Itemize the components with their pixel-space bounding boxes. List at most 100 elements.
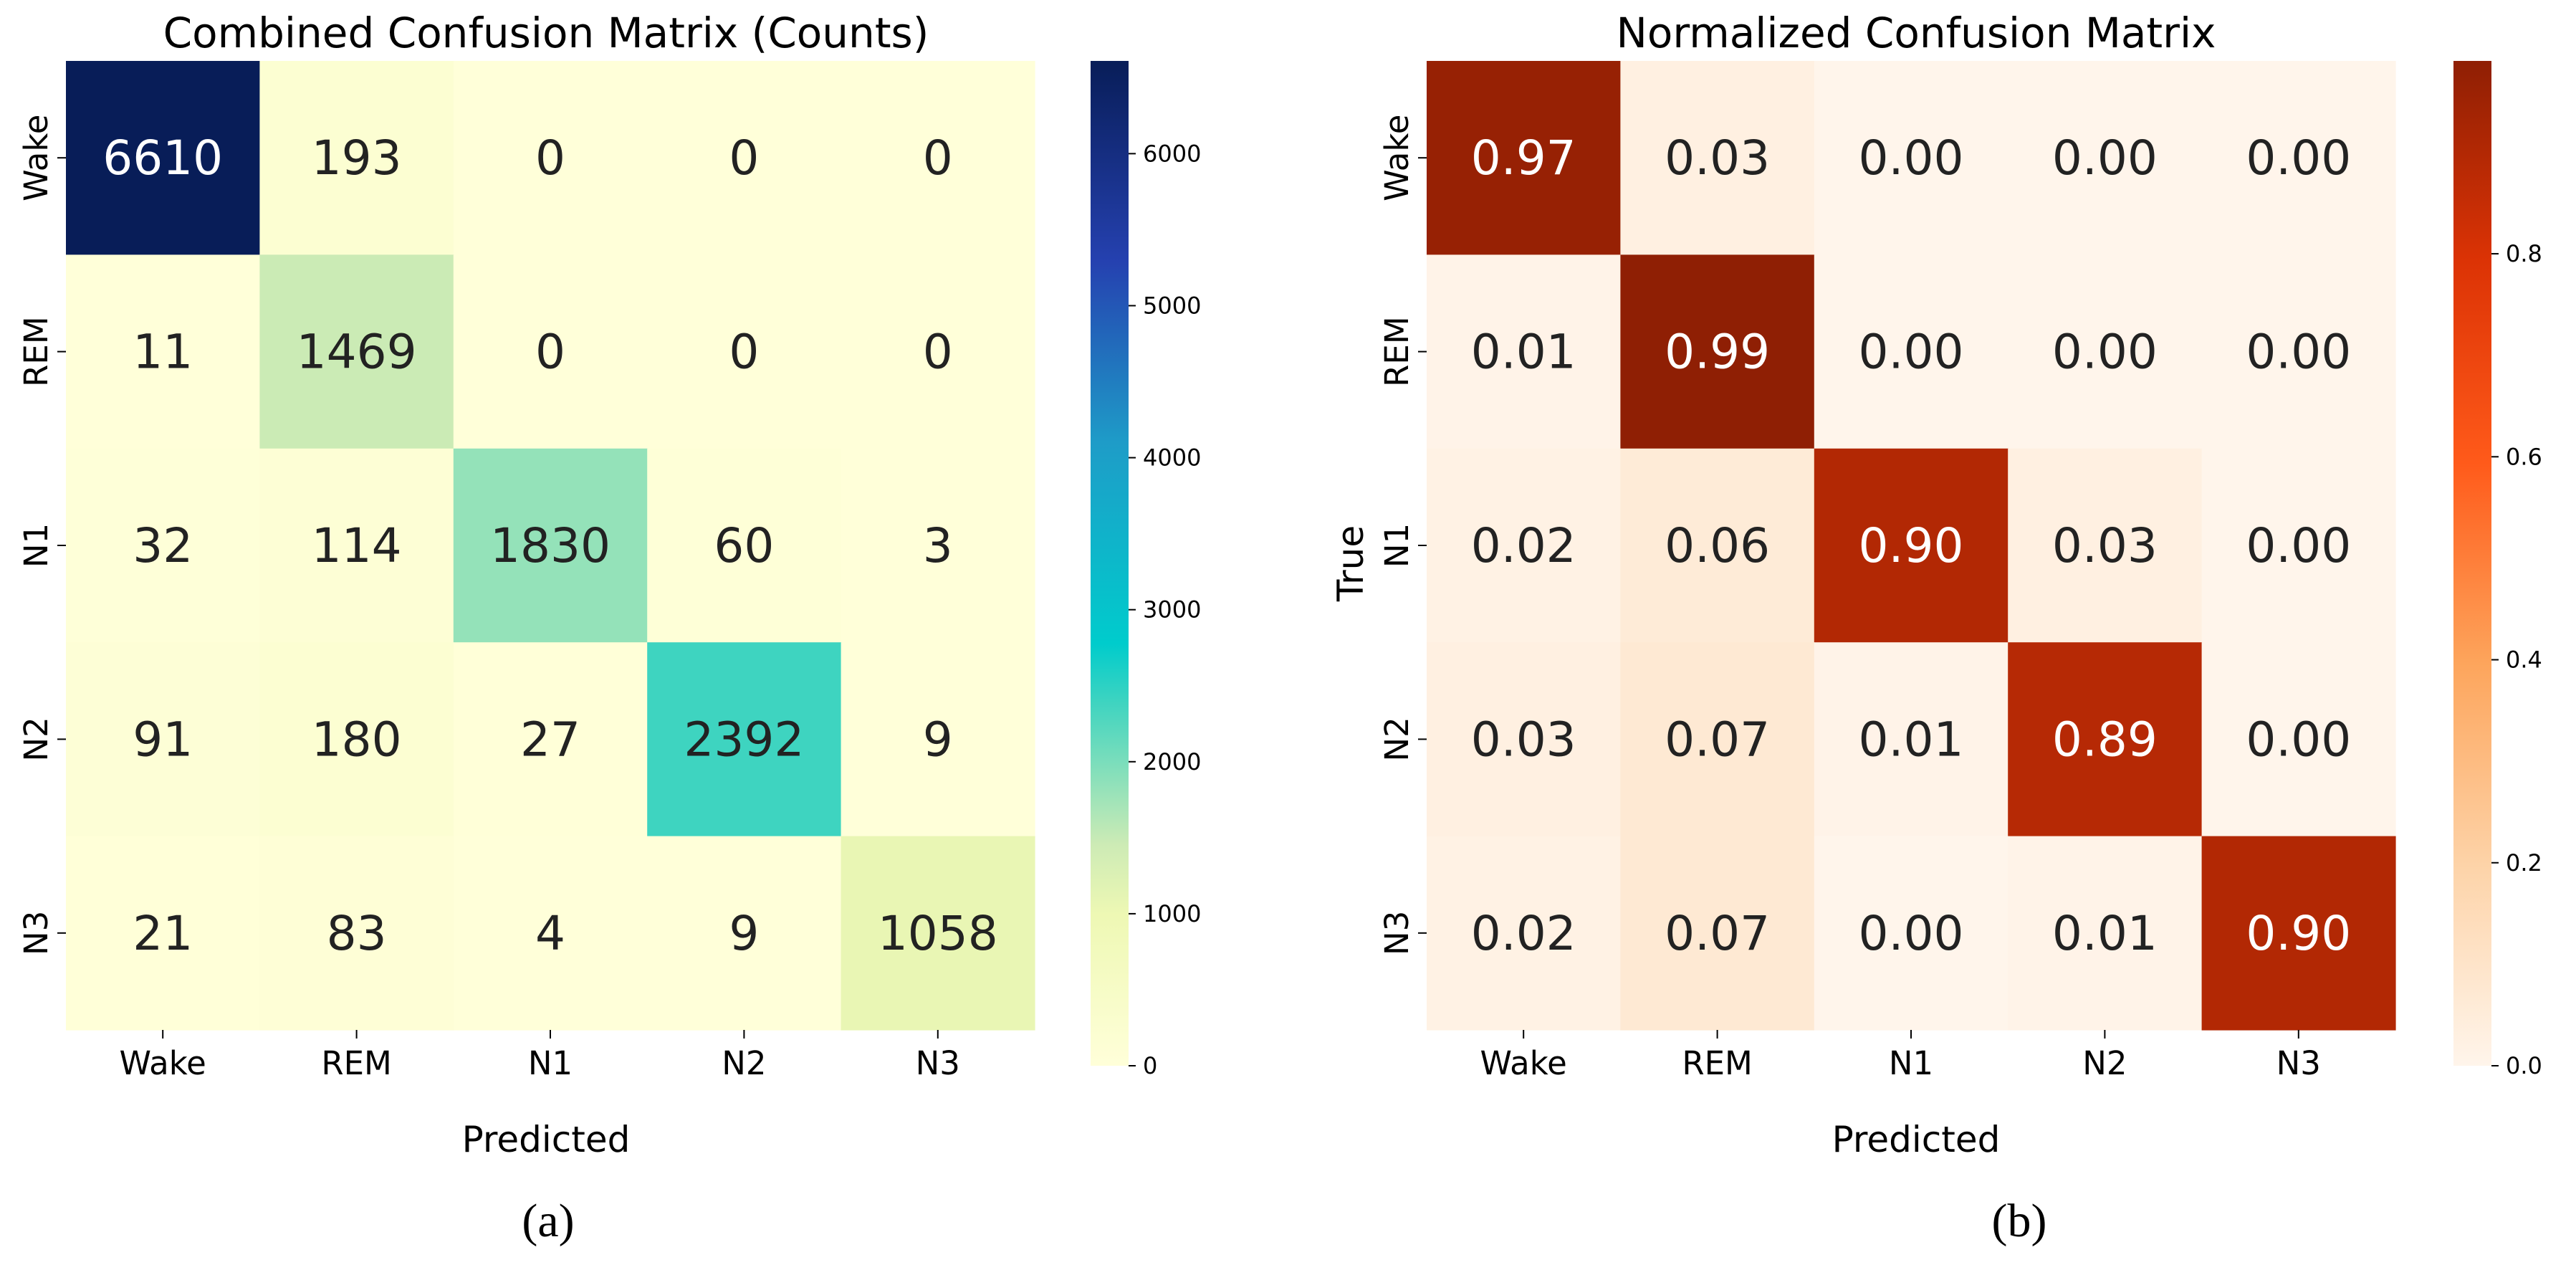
cell-value-label: 0.02	[1471, 518, 1576, 573]
colorbar-tick-label: 2000	[1143, 748, 1201, 775]
panel-a-colorbar-ticks: 0 1000 2000 3000 4000 5000 6000	[1129, 140, 1201, 1079]
cell-n2-n3	[841, 642, 1035, 837]
cell-value-label: 0.00	[2246, 518, 2351, 573]
cell-value-label: 32	[133, 518, 193, 573]
cell-wake-n3	[841, 61, 1035, 255]
cell-value-label: 193	[312, 130, 402, 186]
cell-n3-wake	[66, 836, 260, 1031]
cell-rem-rem	[259, 254, 454, 449]
cell-wake-n2	[2008, 61, 2203, 255]
cell-wake-rem	[259, 61, 454, 255]
cell-value-label: 2392	[684, 712, 804, 767]
cell-value-label: 0.97	[1471, 130, 1576, 186]
cell-rem-n1	[453, 254, 648, 449]
cell-value-label: 27	[520, 712, 580, 767]
cell-value-label: 0	[535, 325, 565, 380]
cell-n3-n2	[647, 836, 842, 1031]
cell-value-label: 0.90	[2246, 906, 2351, 961]
cell-n1-n3	[841, 448, 1035, 643]
cell-n1-n2	[2008, 448, 2203, 643]
panel-b-ylabel: True	[1330, 525, 1371, 602]
x-tick-label: REM	[1682, 1044, 1753, 1082]
cell-wake-wake	[66, 61, 260, 255]
cell-value-label: 0.00	[1859, 906, 1964, 961]
cell-wake-n1	[1814, 61, 2008, 255]
panel-b-xlabel: Predicted	[1832, 1119, 2001, 1160]
colorbar-tick-label: 5000	[1143, 292, 1201, 320]
cell-value-label: 91	[133, 712, 193, 767]
cell-value-label: 0.06	[1665, 518, 1770, 573]
cell-rem-n3	[841, 254, 1035, 449]
cell-value-label: 0.07	[1665, 906, 1770, 961]
x-tick-label: N3	[2276, 1044, 2321, 1082]
colorbar-tick-label: 6000	[1143, 140, 1201, 167]
cell-value-label: 1058	[878, 906, 998, 961]
cell-wake-n3	[2201, 61, 2396, 255]
x-tick-label: N1	[1889, 1044, 1933, 1082]
colorbar-tick-label: 3000	[1143, 596, 1201, 624]
cell-n1-rem	[259, 448, 454, 643]
cell-value-label: 21	[133, 906, 193, 961]
cell-n2-n3	[2201, 642, 2396, 837]
colorbar-tick-label: 0.4	[2506, 646, 2542, 674]
cell-value-label: 0.00	[2246, 130, 2351, 186]
cell-n2-rem	[259, 642, 454, 837]
panel-b-cell-labels: 0.97 0.03 0.00 0.00 0.00 0.01 0.99 0.00 0.00 0.00…	[1471, 130, 2352, 961]
cell-n2-n1	[1814, 642, 2008, 837]
cell-wake-n2	[647, 61, 842, 255]
y-tick-label: REM	[17, 316, 55, 387]
panel-b-title: Normalized Confusion Matrix	[1617, 9, 2216, 57]
cell-value-label: 180	[312, 712, 402, 767]
cell-n2-rem	[1620, 642, 1815, 837]
y-tick-label: N2	[1378, 717, 1416, 761]
y-tick-label: N1	[17, 523, 55, 568]
colorbar-tick-label: 1000	[1143, 900, 1201, 927]
panel-b-heatmap	[1427, 61, 2396, 1031]
colorbar-tick-label: 0.0	[2506, 1052, 2542, 1079]
cell-n3-n1	[453, 836, 648, 1031]
cell-n3-n3	[841, 836, 1035, 1031]
y-tick-label: N2	[17, 717, 55, 761]
cell-value-label: 0.07	[1665, 712, 1770, 767]
cell-value-label: 1469	[297, 325, 417, 380]
cell-value-label: 0.00	[1859, 325, 1964, 380]
cell-value-label: 3	[923, 518, 953, 573]
cell-n2-wake	[1427, 642, 1621, 837]
cell-value-label: 114	[312, 518, 402, 573]
cell-n3-n1	[1814, 836, 2008, 1031]
cell-value-label: 0.01	[1859, 712, 1964, 767]
cell-n2-n1	[453, 642, 648, 837]
cell-value-label: 9	[729, 906, 759, 961]
caption-a: (a)	[522, 1195, 574, 1247]
cell-value-label: 0.00	[2052, 325, 2158, 380]
colorbar-tick-label: 0	[1143, 1052, 1157, 1079]
cell-value-label: 0.02	[1471, 906, 1576, 961]
cell-rem-n3	[2201, 254, 2396, 449]
colorbar-tick-label: 0.6	[2506, 443, 2542, 470]
cell-n3-n3	[2201, 836, 2396, 1031]
panel-b-colorbar	[2453, 61, 2491, 1066]
panel-b-colorbar-ticks: 0.0 0.2 0.4 0.6 0.8	[2491, 240, 2542, 1079]
colorbar-tick-label: 4000	[1143, 444, 1201, 472]
y-tick-label: N1	[1378, 523, 1416, 568]
cell-rem-n2	[2008, 254, 2203, 449]
panel-a-xlabel: Predicted	[462, 1119, 631, 1160]
panel-b-y-ticks: Wake REM N1 N2 N3	[1378, 115, 1427, 955]
panel-b: Normalized Confusion Matrix 0.97 0.03 0.00…	[1330, 9, 2542, 1160]
panel-b-x-ticks: Wake REM N1 N2 N3	[1480, 1030, 2321, 1082]
panel-a-y-ticks: Wake REM N1 N2 N3	[17, 115, 66, 955]
cell-value-label: 0.00	[2052, 130, 2158, 186]
cell-n1-n3	[2201, 448, 2396, 643]
panel-a-x-ticks: Wake REM N1 N2 N3	[120, 1030, 960, 1082]
colorbar-tick-label: 0.8	[2506, 240, 2542, 267]
cell-value-label: 0.00	[2246, 325, 2351, 380]
panel-a-heatmap	[66, 61, 1035, 1031]
cell-value-label: 0.00	[1859, 130, 1964, 186]
cell-rem-wake	[66, 254, 260, 449]
cell-value-label: 0.01	[1471, 325, 1576, 380]
cell-value-label: 1830	[490, 518, 611, 573]
x-tick-label: N1	[528, 1044, 573, 1082]
cell-n1-n1	[1814, 448, 2008, 643]
cell-value-label: 0.00	[2246, 712, 2351, 767]
